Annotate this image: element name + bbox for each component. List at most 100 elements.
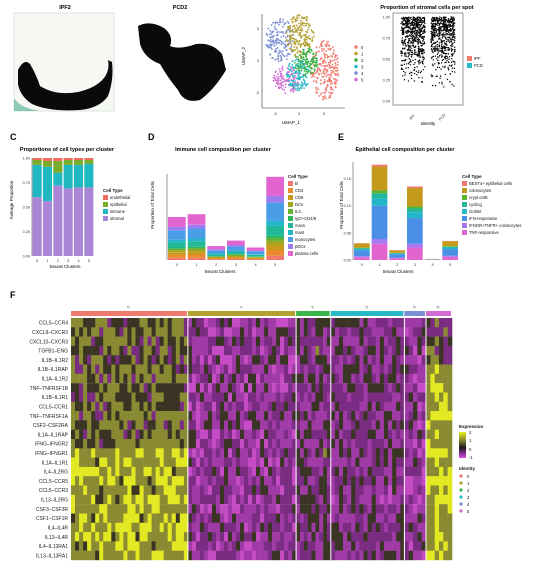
heatmap-cell [252, 411, 257, 421]
heatmap-cell [151, 485, 156, 495]
heatmap-cell [79, 327, 84, 337]
heatmap-cell [175, 504, 181, 514]
umap-point [304, 62, 306, 65]
heatmap-cell [179, 364, 185, 374]
umap-point [293, 31, 296, 34]
heatmap-cell [240, 345, 245, 356]
umap-point [308, 35, 311, 37]
heatmap-cell [167, 355, 172, 365]
umap-point [277, 41, 279, 44]
heatmap-cell [443, 504, 448, 514]
heatmap-cell [417, 532, 422, 542]
heatmap-cell [421, 392, 427, 402]
heatmap-cell [396, 448, 401, 458]
legend-label: B [295, 181, 298, 186]
bar-segment [227, 257, 245, 260]
legend-swatch [462, 202, 467, 207]
stromal-point [442, 20, 445, 22]
heatmap-cell [171, 355, 177, 365]
umap-point [305, 22, 308, 25]
umap-point [299, 28, 302, 31]
bar-segment [227, 250, 245, 253]
heatmap-cell [388, 429, 393, 440]
heatmap-cell [413, 383, 418, 393]
stromal-point [416, 30, 418, 32]
heatmap-cell [371, 420, 377, 430]
heatmap-cell [232, 457, 237, 468]
umap-point [336, 61, 339, 63]
stromal-point [436, 41, 438, 43]
heatmap-cell [256, 355, 261, 365]
stromal-point [421, 37, 423, 40]
bar-segment [389, 253, 405, 254]
heatmap-cell [292, 550, 297, 561]
stromal-point [406, 63, 408, 65]
umap-point [296, 81, 299, 84]
heatmap-cell [244, 345, 249, 356]
heatmap-cell [232, 336, 237, 347]
heatmap-cell [99, 355, 104, 365]
heatmap-cell [351, 401, 356, 412]
legend-title: Cell Type [462, 174, 482, 179]
umap-point [321, 65, 323, 67]
umap-point [330, 55, 333, 57]
heatmap-cell [371, 448, 377, 458]
stromal-point [408, 61, 410, 64]
heatmap-cell [107, 513, 112, 523]
heatmap-cell [276, 336, 281, 347]
heatmap-cell [311, 476, 316, 486]
heatmap-cell [347, 420, 352, 430]
heatmap-cell [199, 485, 205, 495]
umap-point [290, 70, 293, 73]
heatmap-cell [408, 411, 414, 421]
heatmap-cell [212, 448, 217, 458]
stromal-point [445, 26, 448, 29]
heatmap-cell [379, 466, 385, 477]
stromal-point [416, 33, 418, 35]
heatmap-cell [171, 532, 177, 542]
heatmap-cell [292, 485, 297, 495]
heatmap-cell [228, 513, 233, 523]
heatmap-cell [339, 513, 344, 523]
umap-point [292, 66, 295, 69]
heatmap-cell [417, 550, 422, 561]
bar-segment [227, 245, 245, 247]
heatmap-cell [224, 522, 229, 533]
heatmap-cell [159, 504, 164, 514]
bar-segment [207, 258, 225, 260]
umap-point [277, 52, 280, 54]
stromal-point [438, 38, 441, 40]
stromal-point [405, 21, 407, 23]
chart-title: Epithelial cell composition per cluster [355, 147, 455, 153]
heatmap-cell [111, 327, 116, 337]
bar-segment-epithelial [73, 160, 83, 165]
heatmap-cell [95, 522, 100, 533]
stromal-point [417, 51, 419, 53]
heatmap-cell [95, 439, 100, 449]
heatmap-cell [426, 513, 431, 523]
stromal-point [432, 20, 435, 23]
heatmap-cell [195, 420, 201, 430]
umap-point [274, 23, 277, 25]
heatmap-cell [187, 466, 193, 477]
heatmap-cell [248, 392, 253, 402]
umap-point [274, 39, 277, 42]
heatmap-cell [159, 513, 164, 523]
heatmap-cell [392, 466, 397, 477]
stromal-point [418, 61, 420, 63]
legend-swatch [288, 188, 293, 193]
heatmap-cell [330, 327, 336, 337]
heatmap-cell [375, 336, 381, 347]
legend-swatch [462, 216, 467, 221]
heatmap-cell [220, 318, 225, 328]
heatmap-cell [355, 541, 360, 551]
heatmap-cell [280, 355, 285, 365]
heatmap-cell [268, 420, 273, 430]
heatmap-cell [343, 522, 348, 533]
heatmap-cell [334, 345, 340, 356]
heatmap-cell [315, 411, 320, 421]
stromal-point [417, 21, 420, 24]
heatmap-cell [400, 355, 405, 365]
stromal-point [439, 28, 441, 31]
heatmap-cell [232, 345, 237, 356]
